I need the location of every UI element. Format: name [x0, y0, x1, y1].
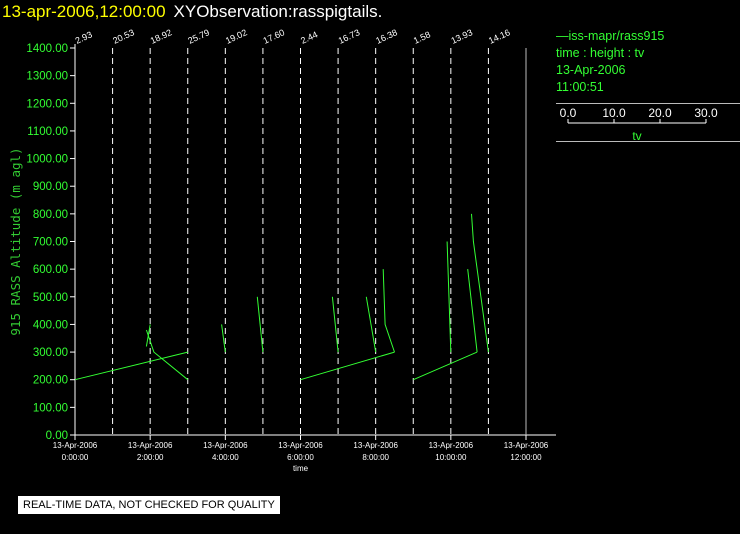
y-tick-label: 900.00: [33, 181, 68, 193]
observation-name: XYObservation:rasspigtails.: [173, 2, 383, 21]
legend-axes: time : height : tv: [556, 46, 645, 60]
y-axis-title: 915 RASS Altitude (m agl): [8, 147, 23, 335]
y-tick-label: 1100.00: [27, 126, 68, 138]
x-tick-date: 13-Apr-2006: [53, 441, 98, 450]
legend-scale-tick-label: 30.0: [694, 106, 718, 120]
rass-trace: [221, 324, 226, 353]
y-tick-label: 700.00: [33, 237, 68, 249]
profile-surface-label: 18.92: [149, 27, 174, 46]
x-tick-time: 10:00:00: [435, 453, 467, 462]
profile-surface-label: 19.02: [224, 27, 249, 46]
x-tick-time: 12:00:00: [510, 453, 542, 462]
rass-trace: [300, 351, 395, 381]
rass-trace: [413, 351, 478, 381]
profile-surface-label: 25.79: [186, 27, 211, 46]
y-tick-label: 100.00: [33, 402, 68, 414]
rass-trace: [365, 296, 377, 353]
legend-date: 13-Apr-2006: [556, 63, 626, 77]
legend-scale-tick-label: 20.0: [648, 106, 672, 120]
x-tick-time: 2:00:00: [137, 453, 164, 462]
legend-scale-tick-label: 0.0: [560, 106, 577, 120]
y-tick-label: 1200.00: [26, 98, 68, 110]
x-tick-time: 6:00:00: [287, 453, 314, 462]
y-tick-label: 0.00: [46, 430, 68, 442]
rass-trace: [382, 269, 395, 353]
y-tick-label: 500.00: [33, 292, 68, 304]
y-tick-label: 800.00: [33, 209, 68, 221]
y-tick-label: 200.00: [33, 375, 68, 387]
rass-trace: [446, 241, 452, 353]
rass-trace: [467, 269, 478, 353]
y-tick-label: 600.00: [33, 264, 68, 276]
rass-trace: [256, 296, 264, 353]
observation-datetime: 13-apr-2006,12:00:00: [2, 2, 166, 21]
profile-surface-label: 17.60: [262, 27, 287, 46]
y-tick-label: 300.00: [33, 347, 68, 359]
legend-time: 11:00:51: [556, 80, 604, 94]
x-tick-time: 4:00:00: [212, 453, 239, 462]
profile-surface-label: 2.93: [74, 29, 94, 45]
x-tick-date: 13-Apr-2006: [504, 441, 549, 450]
x-tick-date: 13-Apr-2006: [278, 441, 323, 450]
y-tick-label: 1000.00: [26, 154, 68, 166]
profile-surface-label: 2.44: [299, 29, 319, 45]
y-tick-label: 400.00: [33, 319, 68, 331]
legend-divider-bottom: [556, 141, 740, 142]
x-tick-date: 13-Apr-2006: [353, 441, 398, 450]
legend: —iss-mapr/rass915 time : height : tv 13-…: [556, 28, 664, 96]
y-tick-label: 1400.00: [26, 43, 68, 55]
profile-surface-label: 13.93: [449, 27, 474, 46]
x-axis-title: time: [293, 464, 309, 473]
legend-scale-label: tv: [632, 129, 641, 143]
quality-notice: REAL-TIME DATA, NOT CHECKED FOR QUALITY: [18, 496, 280, 514]
rass-trace: [471, 213, 489, 353]
legend-series: —iss-mapr/rass915: [556, 29, 665, 43]
profile-surface-label: 1.58: [412, 29, 432, 45]
profile-surface-label: 16.73: [337, 27, 362, 46]
rass-trace: [331, 296, 339, 353]
x-tick-time: 8:00:00: [362, 453, 389, 462]
legend-divider-top: [556, 103, 740, 104]
chart-header: 13-apr-2006,12:00:00 XYObservation:rasspi…: [2, 2, 382, 22]
rass-trace: [145, 329, 189, 381]
x-tick-time: 0:00:00: [62, 453, 89, 462]
profile-surface-label: 20.53: [111, 27, 136, 46]
profile-surface-label: 14.16: [487, 27, 512, 46]
x-tick-date: 13-Apr-2006: [203, 441, 248, 450]
rass-trace: [74, 351, 188, 381]
x-tick-date: 13-Apr-2006: [128, 441, 173, 450]
legend-scale-tick-label: 10.0: [602, 106, 626, 120]
profile-surface-label: 16.38: [374, 27, 399, 46]
y-tick-label: 1300.00: [26, 71, 68, 83]
x-tick-date: 13-Apr-2006: [429, 441, 474, 450]
